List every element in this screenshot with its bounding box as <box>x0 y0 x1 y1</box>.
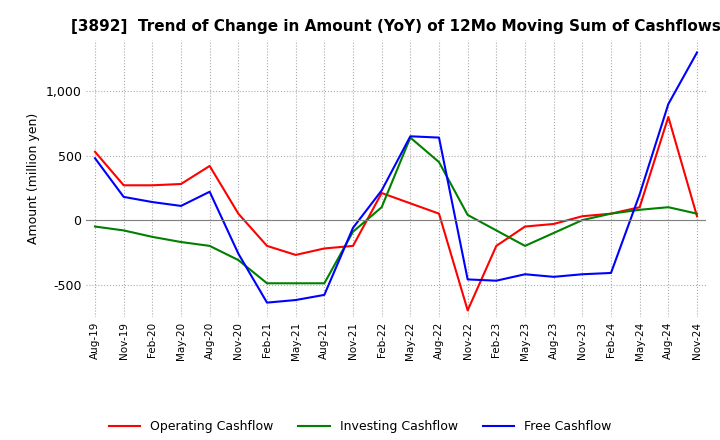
Free Cashflow <box>549 274 558 279</box>
Operating Cashflow <box>607 211 616 216</box>
Investing Cashflow <box>578 217 587 223</box>
Free Cashflow <box>578 271 587 277</box>
Free Cashflow <box>263 300 271 305</box>
Investing Cashflow <box>120 228 128 233</box>
Free Cashflow <box>693 50 701 55</box>
Operating Cashflow <box>377 191 386 196</box>
Free Cashflow <box>492 278 500 283</box>
Investing Cashflow <box>263 281 271 286</box>
Free Cashflow <box>348 225 357 231</box>
Operating Cashflow <box>464 308 472 313</box>
Y-axis label: Amount (million yen): Amount (million yen) <box>27 113 40 244</box>
Free Cashflow <box>205 189 214 194</box>
Operating Cashflow <box>91 149 99 154</box>
Investing Cashflow <box>148 234 157 239</box>
Operating Cashflow <box>549 221 558 227</box>
Free Cashflow <box>234 251 243 256</box>
Investing Cashflow <box>435 159 444 165</box>
Investing Cashflow <box>635 207 644 213</box>
Operating Cashflow <box>292 252 300 257</box>
Free Cashflow <box>521 271 529 277</box>
Investing Cashflow <box>320 281 328 286</box>
Investing Cashflow <box>521 243 529 249</box>
Operating Cashflow <box>578 213 587 219</box>
Investing Cashflow <box>549 231 558 236</box>
Operating Cashflow <box>664 114 672 120</box>
Investing Cashflow <box>91 224 99 229</box>
Operating Cashflow <box>320 246 328 251</box>
Free Cashflow <box>176 203 185 209</box>
Free Cashflow <box>148 199 157 205</box>
Free Cashflow <box>406 134 415 139</box>
Operating Cashflow <box>492 243 500 249</box>
Investing Cashflow <box>377 205 386 210</box>
Investing Cashflow <box>234 257 243 263</box>
Free Cashflow <box>607 270 616 275</box>
Investing Cashflow <box>348 229 357 235</box>
Investing Cashflow <box>464 213 472 218</box>
Operating Cashflow <box>176 181 185 187</box>
Line: Investing Cashflow: Investing Cashflow <box>95 138 697 283</box>
Operating Cashflow <box>263 243 271 249</box>
Investing Cashflow <box>693 211 701 216</box>
Investing Cashflow <box>406 135 415 140</box>
Investing Cashflow <box>492 228 500 233</box>
Free Cashflow <box>320 292 328 297</box>
Operating Cashflow <box>435 211 444 216</box>
Operating Cashflow <box>348 243 357 249</box>
Investing Cashflow <box>607 211 616 216</box>
Line: Operating Cashflow: Operating Cashflow <box>95 117 697 310</box>
Title: [3892]  Trend of Change in Amount (YoY) of 12Mo Moving Sum of Cashflows: [3892] Trend of Change in Amount (YoY) o… <box>71 19 720 34</box>
Investing Cashflow <box>664 205 672 210</box>
Free Cashflow <box>292 297 300 303</box>
Free Cashflow <box>635 192 644 197</box>
Free Cashflow <box>91 156 99 161</box>
Investing Cashflow <box>205 243 214 249</box>
Operating Cashflow <box>120 183 128 188</box>
Operating Cashflow <box>406 201 415 206</box>
Operating Cashflow <box>148 183 157 188</box>
Line: Free Cashflow: Free Cashflow <box>95 52 697 303</box>
Free Cashflow <box>464 277 472 282</box>
Free Cashflow <box>664 102 672 107</box>
Free Cashflow <box>120 194 128 199</box>
Investing Cashflow <box>176 239 185 245</box>
Investing Cashflow <box>292 281 300 286</box>
Operating Cashflow <box>205 163 214 169</box>
Operating Cashflow <box>635 205 644 210</box>
Operating Cashflow <box>234 211 243 216</box>
Free Cashflow <box>435 135 444 140</box>
Operating Cashflow <box>521 224 529 229</box>
Free Cashflow <box>377 188 386 193</box>
Legend: Operating Cashflow, Investing Cashflow, Free Cashflow: Operating Cashflow, Investing Cashflow, … <box>104 415 616 438</box>
Operating Cashflow <box>693 213 701 219</box>
